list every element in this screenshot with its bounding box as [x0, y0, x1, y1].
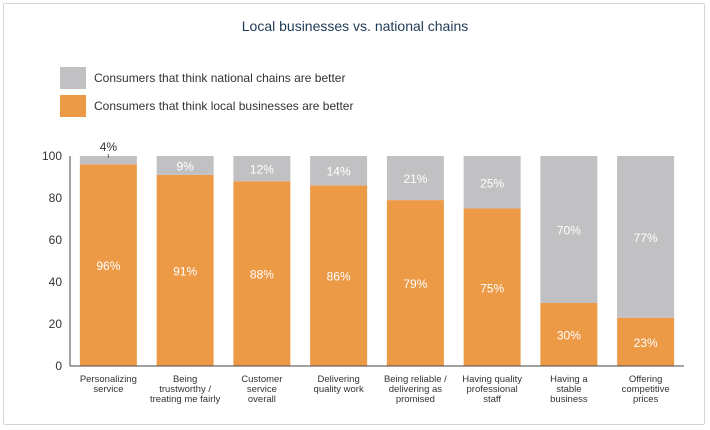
x-category-label: Offering competitive prices — [622, 374, 670, 405]
bar-local — [463, 208, 521, 366]
x-category-label: Delivering quality work — [314, 374, 364, 395]
bar-local — [79, 164, 137, 366]
y-tick-label: 40 — [49, 275, 63, 289]
legend-item-national: Consumers that think national chains are… — [60, 67, 345, 89]
bar-national — [233, 156, 291, 182]
legend-label-national: Consumers that think national chains are… — [94, 71, 346, 85]
x-category-label: Having quality professional staff — [462, 374, 522, 405]
data-label-national: 25% — [480, 176, 504, 190]
legend-swatch-national — [60, 67, 86, 89]
bar-national — [156, 156, 214, 175]
data-label-local: 88% — [250, 268, 274, 282]
x-category-label: Having a stable business — [550, 374, 588, 405]
data-label-national: 21% — [403, 172, 427, 186]
bar-local — [386, 200, 444, 366]
data-label-national: 9% — [176, 159, 194, 173]
chart-title: Local businesses vs. national chains — [241, 18, 469, 34]
legend-label-local: Consumers that think local businesses ar… — [94, 99, 354, 113]
y-tick-label: 60 — [49, 233, 63, 247]
bar-national — [617, 156, 675, 318]
x-category-label: Customer service overall — [241, 374, 282, 405]
data-label-local: 75% — [480, 281, 504, 295]
bar-national — [540, 156, 598, 303]
bar-national — [310, 156, 368, 186]
y-tick-label: 80 — [49, 191, 63, 205]
y-tick-label: 0 — [55, 359, 62, 373]
y-tick-label: 100 — [42, 149, 62, 163]
data-label-local: 96% — [96, 259, 120, 273]
data-label-local: 79% — [403, 277, 427, 291]
bar-national — [386, 156, 444, 201]
bar-local — [310, 185, 368, 366]
data-label-local: 86% — [327, 270, 351, 284]
bar-national — [463, 156, 521, 209]
data-label-national: 4% — [100, 140, 118, 154]
x-category-label: Personalizing service — [80, 374, 137, 395]
data-label-national: 12% — [250, 163, 274, 177]
data-label-local: 23% — [634, 336, 658, 350]
bar-local — [540, 303, 598, 366]
bar-local — [617, 317, 675, 366]
y-tick-label: 20 — [49, 317, 63, 331]
data-label-national: 14% — [327, 165, 351, 179]
data-label-local: 91% — [173, 264, 197, 278]
legend-swatch-local — [60, 95, 86, 117]
x-category-label: Being trustworthy / treating me fairly — [150, 374, 220, 405]
data-label-national: 77% — [634, 231, 658, 245]
chart-frame — [3, 3, 705, 425]
bar-local — [233, 181, 291, 366]
data-label-national: 70% — [557, 224, 581, 238]
legend-item-local: Consumers that think local businesses ar… — [60, 95, 353, 117]
bar-national — [79, 156, 137, 165]
bar-local — [156, 174, 214, 366]
data-label-local: 30% — [557, 329, 581, 343]
x-category-label: Being reliable / delivering as promised — [384, 374, 447, 405]
